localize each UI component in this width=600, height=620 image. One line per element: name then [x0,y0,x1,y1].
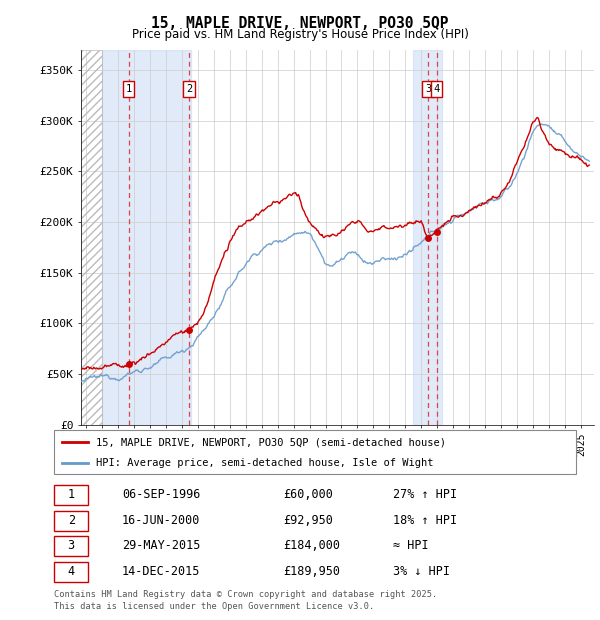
Bar [54,485,88,505]
Bar [81,50,102,425]
Text: 4: 4 [68,565,75,578]
Text: 1: 1 [125,84,132,94]
Text: Price paid vs. HM Land Registry's House Price Index (HPI): Price paid vs. HM Land Registry's House … [131,28,469,41]
Text: £189,950: £189,950 [284,565,341,578]
Text: 3: 3 [68,539,75,552]
Text: 27% ↑ HPI: 27% ↑ HPI [394,489,457,501]
Text: 2: 2 [68,515,75,527]
Text: 3% ↓ HPI: 3% ↓ HPI [394,565,450,578]
Text: 3: 3 [425,84,431,94]
Bar [413,50,442,425]
Text: 29-MAY-2015: 29-MAY-2015 [122,539,200,552]
Text: 18% ↑ HPI: 18% ↑ HPI [394,515,457,527]
Bar [54,536,88,556]
Text: £184,000: £184,000 [284,539,341,552]
Bar [81,50,102,425]
Text: 2: 2 [186,84,192,94]
Text: 15, MAPLE DRIVE, NEWPORT, PO30 5QP (semi-detached house): 15, MAPLE DRIVE, NEWPORT, PO30 5QP (semi… [96,437,446,447]
Text: 15, MAPLE DRIVE, NEWPORT, PO30 5QP: 15, MAPLE DRIVE, NEWPORT, PO30 5QP [151,16,449,30]
Text: £92,950: £92,950 [284,515,334,527]
Text: 1: 1 [68,489,75,501]
Bar [54,562,88,582]
Bar [102,50,191,425]
Text: HPI: Average price, semi-detached house, Isle of Wight: HPI: Average price, semi-detached house,… [96,458,433,468]
Text: ≈ HPI: ≈ HPI [394,539,429,552]
Text: £60,000: £60,000 [284,489,334,501]
Text: 4: 4 [433,84,440,94]
Text: 06-SEP-1996: 06-SEP-1996 [122,489,200,501]
Text: 16-JUN-2000: 16-JUN-2000 [122,515,200,527]
Text: 14-DEC-2015: 14-DEC-2015 [122,565,200,578]
Bar [54,511,88,531]
Text: Contains HM Land Registry data © Crown copyright and database right 2025.
This d: Contains HM Land Registry data © Crown c… [54,590,437,611]
